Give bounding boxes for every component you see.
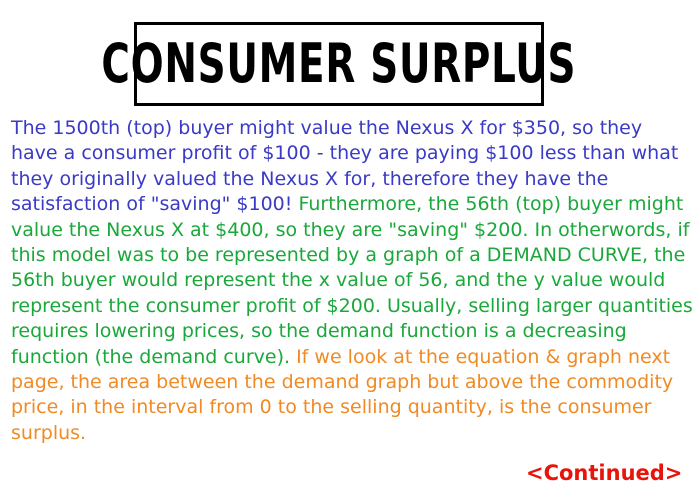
title-box: CONSUMER SURPLUS [102, 22, 576, 106]
continued-label: <Continued> [526, 461, 683, 485]
paragraph-segment-blue: The 1500th (top) buyer might value the N… [11, 117, 679, 216]
paragraph-segment-orange: If we look at the equation & graph next … [11, 345, 674, 444]
page-title: CONSUMER SURPLUS [101, 32, 577, 95]
body-paragraph: The 1500th (top) buyer might value the N… [11, 116, 693, 446]
paragraph-segment-green: Furthermore, the 56th (top) buyer might … [11, 193, 693, 368]
